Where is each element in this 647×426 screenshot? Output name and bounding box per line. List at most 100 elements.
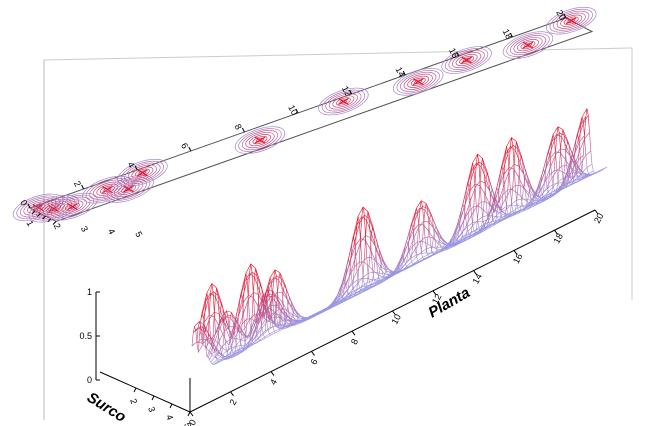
surface-wire [396, 271, 399, 273]
surface-wire [485, 219, 488, 222]
surface-wire [545, 178, 548, 187]
surface-wire [421, 200, 427, 204]
surface-wire [283, 284, 286, 290]
surface-wire [362, 277, 368, 279]
surface-wire [266, 289, 269, 296]
contour-peak-mark [565, 17, 577, 25]
surface-wire [359, 238, 361, 263]
surface-wire [565, 146, 567, 160]
surface-wire [321, 311, 323, 313]
surface-wire [360, 216, 363, 239]
surface-wire [468, 206, 475, 212]
surface-wire [388, 274, 391, 277]
surface-wire [316, 312, 319, 314]
surface-wire [556, 126, 559, 135]
surface-wire [535, 198, 538, 201]
surface-wire [456, 238, 462, 243]
surface-wire [552, 170, 555, 185]
surface-wire [476, 228, 482, 231]
surface-wire [462, 219, 465, 232]
surface-wire [530, 186, 533, 189]
surface-wire [590, 150, 593, 165]
surface-wire [409, 265, 411, 267]
surface-wire [245, 318, 248, 337]
surface-wire [456, 243, 458, 246]
surface-wire [526, 206, 528, 208]
surface-wire [318, 312, 321, 314]
contour-surco-tick [42, 215, 46, 220]
surface-wire [315, 313, 317, 315]
surface-wire [365, 240, 371, 250]
surface-wire [489, 224, 495, 229]
surface-wire [236, 319, 238, 324]
surface-wire [290, 320, 293, 322]
surface-wire [340, 285, 347, 296]
surface-wire [535, 188, 538, 194]
surface-wire [428, 222, 431, 237]
contour-planta-tick-label: 20 [554, 8, 568, 22]
surface-wire [332, 306, 334, 308]
surface-wire [316, 313, 319, 315]
surface-wire [381, 266, 387, 272]
surface-wire [314, 314, 317, 317]
surface-wire [512, 210, 515, 214]
surface-wire [280, 278, 283, 294]
surface-wire [265, 277, 271, 295]
surface-wire [213, 296, 216, 318]
contour-ring [414, 79, 423, 85]
planta-tick-label: 4 [268, 377, 279, 386]
surface-wire [256, 306, 259, 324]
surface-wire [244, 319, 250, 329]
surface-wire [268, 277, 271, 285]
surface-wire [588, 115, 590, 133]
surface-wire [477, 206, 479, 222]
surface-wire [574, 168, 577, 174]
surface-wire [244, 341, 250, 347]
surface-wire [346, 291, 353, 296]
surface-wire [376, 281, 382, 284]
surface-wire [561, 188, 564, 190]
surface-wire [318, 311, 321, 313]
surface-wire [452, 244, 455, 247]
surface-wire [438, 239, 440, 245]
surface-wire [494, 222, 500, 226]
surface-wire [204, 301, 206, 322]
surface-wire [373, 231, 376, 247]
surface-wire [211, 363, 214, 365]
surface-wire [562, 129, 569, 142]
surface-wire [288, 311, 291, 321]
surface-wire [257, 290, 260, 307]
surface-wire [485, 201, 488, 216]
surface-wire [506, 209, 509, 215]
surface-wire [339, 301, 342, 304]
surface-wire [301, 319, 304, 321]
surface-wire [360, 235, 366, 243]
surface-wire [386, 270, 388, 275]
surface-wire [247, 341, 250, 345]
surface-wire [243, 299, 249, 314]
planta-tick-label: 16 [511, 252, 525, 266]
contour-ring [563, 16, 579, 25]
surface-wire [451, 236, 454, 239]
surface-wire [523, 177, 526, 188]
surface-wire [517, 210, 520, 213]
surface-wire [207, 338, 214, 349]
surface-wire [501, 146, 507, 166]
surface-wire [512, 145, 515, 165]
surface-wire [528, 184, 531, 194]
surface-wire [395, 258, 401, 270]
surface-wire [269, 325, 275, 328]
contour-ring [64, 202, 80, 211]
surface-wire [317, 312, 320, 315]
surface-wire [580, 163, 583, 173]
surface-wire [358, 292, 361, 295]
surface-wire [431, 254, 433, 256]
contour-ring [325, 91, 362, 112]
surface-wire [477, 232, 479, 234]
contour-ring [241, 130, 279, 151]
surface-wire [537, 202, 540, 205]
surface-wire [584, 116, 587, 136]
surface-wire [287, 315, 289, 317]
